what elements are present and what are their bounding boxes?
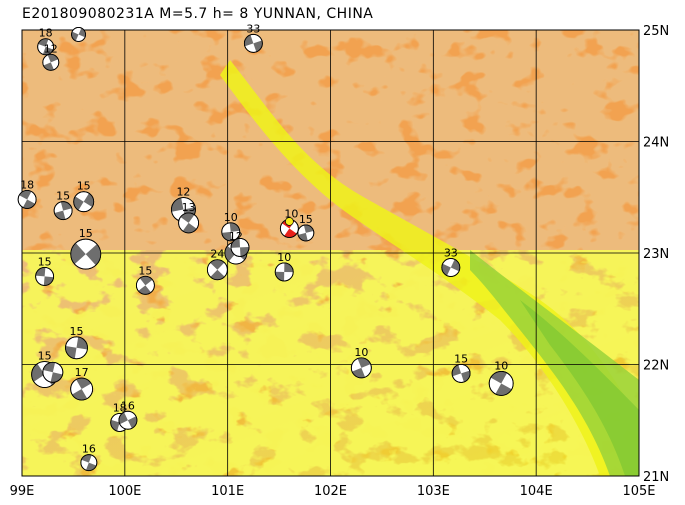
depth-label: 15 [454,352,468,365]
latitude-label: 25N [643,24,669,39]
longitude-label: 101E [211,484,244,499]
latitude-label: 22N [643,359,669,374]
map-frame [21,29,640,477]
lat-lon-grid [22,30,639,476]
depth-label: 10 [224,211,238,224]
depth-label: 15 [299,213,313,226]
beachball-icon [17,190,37,209]
latitude-labels: 25N 24N 23N 22N 21N [643,24,669,485]
latitude-label: 21N [643,470,669,485]
beachball-icon [230,237,250,257]
depth-label: 10 [494,359,508,372]
beachball-icon [42,361,64,383]
longitude-label: 103E [417,484,450,499]
beachball-icon [37,38,55,56]
beachball-icon [35,266,55,286]
longitude-labels: 99E 100E 101E 102E 103E 104E 105E [10,484,656,499]
beachball-icon [73,191,95,213]
beachball-icon [178,212,200,234]
latitude-label: 23N [643,247,669,262]
depth-label: 33 [246,22,260,35]
depth-label: 13 [182,201,196,214]
map-title: E201809080231A M=5.7 h= 8 YUNNAN, CHINA [22,6,374,22]
beachball-icon [243,33,263,53]
depth-label: 15 [138,264,152,277]
depth-label: 24 [210,248,224,261]
longitude-label: 105E [622,484,655,499]
longitude-label: 104E [520,484,553,499]
beachball-icon [297,224,315,242]
beachball-icon [135,275,155,295]
beachball-icon [80,454,98,472]
mainshock-depth-label: 10 [284,207,298,220]
longitude-label: 100E [108,484,141,499]
depth-label: 15 [77,180,91,193]
depth-label: 16 [82,443,96,456]
depth-label: 18 [20,178,34,191]
depth-label: 15 [38,350,52,363]
beachball-icon [488,371,514,396]
beachball-icon [441,258,461,277]
beachball-icon [70,238,102,270]
depth-label: 17 [75,366,89,379]
beachball-icon [42,53,60,71]
beachball-icon [118,410,138,430]
beachball-icon [274,262,294,282]
depth-label: 33 [444,246,458,259]
depth-label: 12 [176,186,190,199]
depth-label: 16 [121,399,135,412]
mainshock-beachball [279,219,299,238]
depth-label: 15 [79,227,93,240]
beachball-icon [71,27,87,42]
depth-label: 12 [44,42,58,55]
depth-label: 15 [38,255,52,268]
depth-label: 15 [56,190,70,203]
beachball-icon [221,222,241,242]
depth-label: 18 [113,401,127,414]
beachball-icon [70,377,94,401]
longitude-label: 102E [314,484,347,499]
latitude-label: 24N [643,136,669,151]
beachball-icon [451,363,471,383]
beachball-icon [53,201,73,221]
depth-label: 15 [70,325,84,338]
epicenter-marker [285,217,294,226]
beachball-icon [65,336,88,360]
depth-label: 18 [39,27,53,40]
longitude-label: 99E [10,484,35,499]
beachball-icon [350,357,372,379]
depth-label: 10 [277,251,291,264]
beachball-icon [206,259,228,281]
depth-label: 10 [354,346,368,359]
